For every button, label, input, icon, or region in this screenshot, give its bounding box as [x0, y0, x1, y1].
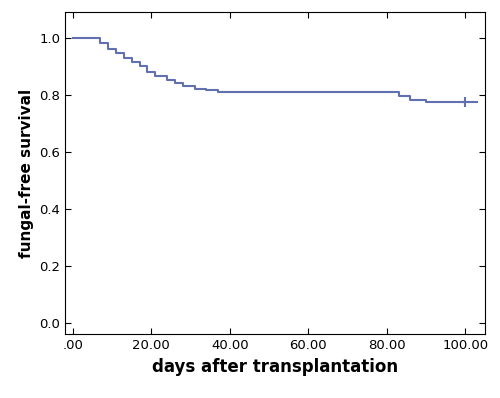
Y-axis label: fungal-free survival: fungal-free survival: [18, 89, 34, 258]
X-axis label: days after transplantation: days after transplantation: [152, 358, 398, 376]
